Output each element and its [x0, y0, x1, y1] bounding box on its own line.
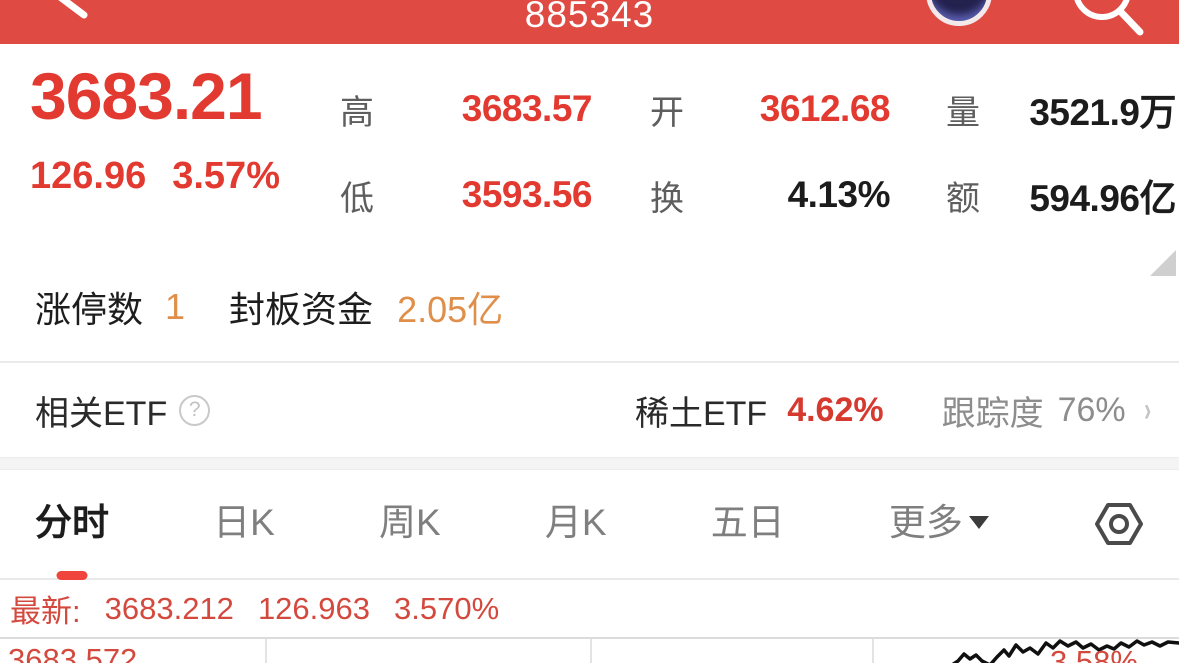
- indicator-settings-icon[interactable]: [1093, 498, 1145, 550]
- app-header: 885343: [0, 0, 1179, 44]
- chart-axis-max-value: 3683.572: [8, 642, 138, 663]
- latest-percent: 3.570%: [394, 590, 500, 626]
- latest-price: 3683.212: [104, 590, 234, 626]
- active-tab-indicator: [56, 571, 88, 580]
- latest-change: 126.963: [257, 590, 370, 626]
- tab-monthly-k[interactable]: 月K: [544, 502, 607, 543]
- stat-value-open: 3612.68: [759, 88, 891, 129]
- chevron-right-icon: ›: [1143, 390, 1151, 429]
- latest-label: 最新:: [10, 594, 81, 629]
- limit-up-count-label: 涨停数: [35, 288, 144, 330]
- latest-quote-row: 最新: 3683.212 126.963 3.570%: [0, 580, 1179, 637]
- change-percent: 3.57%: [172, 155, 280, 198]
- back-icon[interactable]: [40, 0, 100, 44]
- tab-minute[interactable]: 分时: [35, 472, 109, 580]
- sealed-funds-value: 2.05亿: [397, 288, 504, 330]
- chart-gridline: [590, 639, 592, 663]
- etf-quote-group: 稀土ETF 4.62%: [635, 386, 884, 435]
- stat-label-volume: 量: [946, 93, 980, 132]
- page-title: 885343: [524, 0, 655, 35]
- expand-corner-icon[interactable]: [1150, 250, 1176, 276]
- tab-five-day[interactable]: 五日: [710, 502, 785, 543]
- change-amount: 126.96: [30, 155, 147, 198]
- stat-value-high: 3683.57: [461, 88, 593, 129]
- price-change-row: 126.96 3.57%: [30, 155, 340, 198]
- related-etf-row[interactable]: 相关ETF ? 稀土ETF 4.62% 跟踪度 76% ›: [0, 363, 1179, 457]
- price-line: [951, 639, 1179, 663]
- stat-value-volume: 3521.9万: [1029, 92, 1176, 133]
- stat-label-open: 开: [650, 93, 684, 132]
- help-icon[interactable]: ?: [179, 394, 211, 426]
- tracking-value: 76%: [1057, 390, 1126, 429]
- tracking-group: 跟踪度 76% ›: [942, 386, 1153, 435]
- tab-daily-k[interactable]: 日K: [213, 502, 275, 543]
- tab-more[interactable]: 更多: [889, 472, 989, 576]
- stat-label-high: 高: [340, 93, 374, 132]
- stats-grid: 高 3683.57 开 3612.68 量 3521.9万 低 3593.56 …: [340, 66, 1177, 260]
- chart-gridline: [872, 639, 874, 663]
- caret-down-icon: [968, 515, 989, 529]
- limit-up-count-value: 1: [165, 285, 186, 327]
- minute-chart[interactable]: 3683.572 3.58%: [0, 637, 1179, 663]
- stat-label-amount: 额: [946, 179, 980, 218]
- etf-change-percent: 4.62%: [787, 390, 884, 429]
- tab-weekly-k[interactable]: 周K: [379, 502, 441, 543]
- chart-gridline: [265, 639, 267, 663]
- section-divider-band: [0, 457, 1179, 470]
- stat-value-low: 3593.56: [461, 174, 593, 215]
- sealed-funds-label: 封板资金: [229, 288, 374, 330]
- related-etf-label-group: 相关ETF ?: [35, 386, 211, 435]
- related-etf-label: 相关ETF: [35, 394, 168, 433]
- last-price: 3683.21: [30, 59, 263, 133]
- limit-up-row[interactable]: 涨停数 1 封板资金 2.05亿: [0, 260, 1179, 363]
- stat-label-turnover: 换: [650, 179, 684, 218]
- chart-tabs: 分时 日K 周K 月K 五日 更多: [0, 470, 1179, 580]
- quote-panel: 3683.21 126.96 3.57% 高 3683.57 开 3612.68…: [0, 44, 1179, 276]
- chart-line-percent-label: 3.58%: [1050, 644, 1138, 663]
- tracking-label: 跟踪度: [941, 394, 1044, 433]
- stat-label-low: 低: [340, 179, 374, 218]
- search-icon[interactable]: [1060, 0, 1160, 44]
- etf-name: 稀土ETF: [634, 394, 768, 433]
- stat-value-amount: 594.96亿: [1029, 178, 1176, 219]
- stat-value-turnover: 4.13%: [787, 174, 891, 215]
- price-block: 3683.21 126.96 3.57%: [30, 59, 340, 260]
